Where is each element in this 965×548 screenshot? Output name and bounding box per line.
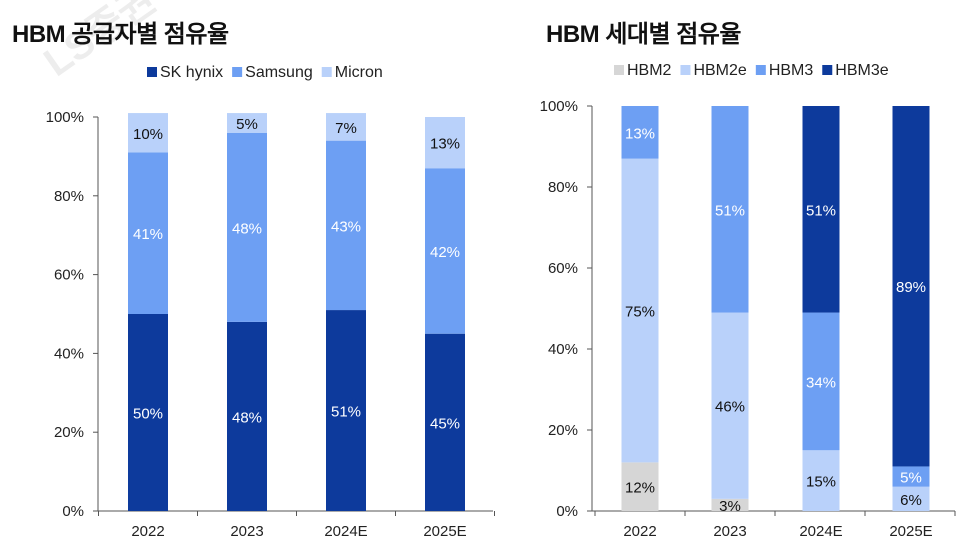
bar-segment [128, 314, 168, 511]
legend-swatch [232, 67, 243, 77]
data-label: 10% [133, 126, 163, 143]
bar-segment [711, 498, 749, 511]
y-tick-label: 0% [556, 503, 578, 520]
data-label: 5% [236, 116, 258, 133]
generation-share-chart: 0% 20% 40% 60% 80% 100% 12% 75% 13% 2022 3% 46% 51% 2… [540, 62, 956, 540]
bar-segment [227, 132, 267, 322]
bar-segment [621, 158, 659, 463]
x-tick-label: 2025E [889, 523, 932, 540]
data-label: 48% [232, 409, 262, 426]
bar-segment [892, 466, 930, 487]
data-label: 75% [625, 304, 655, 321]
bar-segment [128, 113, 168, 153]
y-tick-label: 0% [62, 503, 84, 520]
data-label: 45% [430, 415, 460, 432]
y-tick-label: 60% [548, 260, 578, 277]
bar-segment [326, 310, 366, 511]
bar-segment [326, 113, 366, 141]
data-label: 51% [715, 202, 745, 219]
legend-swatch [321, 67, 332, 77]
x-tick-label: 2025E [423, 523, 466, 540]
bar-segment [711, 106, 749, 313]
data-label: 7% [335, 120, 357, 137]
data-label: 42% [430, 244, 460, 261]
bar-segment [326, 140, 366, 311]
y-tick-label: 100% [540, 98, 578, 115]
data-label: 12% [625, 480, 655, 497]
x-tick-label: 2023 [230, 523, 263, 540]
data-label: 89% [896, 279, 926, 296]
legend-swatch [680, 65, 691, 75]
data-label: 51% [806, 202, 836, 219]
data-label: 13% [625, 125, 655, 142]
bar-segment [227, 113, 267, 133]
y-tick-label: 20% [548, 422, 578, 439]
data-label: 6% [900, 492, 922, 509]
data-label: 50% [133, 406, 163, 423]
legend-swatch [147, 67, 157, 77]
y-tick-label: 80% [54, 188, 84, 205]
bar-segment [892, 486, 930, 511]
bar-segment [621, 462, 659, 511]
chart-title-generation: HBM 세대별 점유율 [546, 21, 741, 48]
bar-segment [802, 450, 840, 511]
data-label: 13% [430, 136, 460, 153]
legend-label: HBM3 [769, 62, 814, 79]
data-label: 48% [232, 220, 262, 237]
legend-label: SK hynix [160, 64, 223, 81]
data-label: 3% [719, 498, 741, 515]
bar-segment [227, 321, 267, 511]
data-label: 41% [133, 226, 163, 243]
bar-segment [425, 117, 465, 169]
bar-segment [425, 168, 465, 334]
y-tick-label: 100% [46, 109, 84, 126]
data-label: 43% [331, 218, 361, 235]
bar-segment [892, 106, 930, 467]
y-tick-label: 80% [548, 179, 578, 196]
bar-segment [711, 312, 749, 499]
x-tick-label: 2022 [623, 523, 656, 540]
supplier-share-chart: 0% 20% 40% 60% 80% 100% 50% 41% 10% 2022 48% 48% 5% 2… [46, 64, 495, 540]
y-tick-label: 20% [54, 424, 84, 441]
legend-label: HBM2e [693, 62, 746, 79]
bar-segment [802, 312, 840, 451]
y-tick-label: 40% [548, 341, 578, 358]
chart-title-supplier: HBM 공급자별 점유율 [12, 21, 229, 48]
legend-label: HBM2 [627, 62, 672, 79]
y-tick-label: 60% [54, 267, 84, 284]
legend-label: Micron [335, 64, 383, 81]
y-tick-label: 40% [54, 345, 84, 362]
x-tick-label: 2024E [324, 523, 367, 540]
bar-segment [802, 106, 840, 313]
data-label: 34% [806, 374, 836, 391]
data-label: 51% [331, 404, 361, 421]
x-tick-label: 2023 [713, 523, 746, 540]
data-label: 15% [806, 474, 836, 491]
legend-swatch [614, 65, 624, 75]
legend-swatch [822, 65, 833, 75]
bar-segment [621, 106, 659, 159]
bar-segment [128, 152, 168, 314]
x-tick-label: 2022 [131, 523, 164, 540]
bar-segment [425, 333, 465, 511]
legend-label: Samsung [245, 64, 313, 81]
data-label: 46% [715, 399, 745, 416]
x-tick-label: 2024E [799, 523, 842, 540]
data-label: 5% [900, 470, 922, 487]
legend-swatch [755, 65, 766, 75]
legend-label: HBM3e [835, 62, 888, 79]
